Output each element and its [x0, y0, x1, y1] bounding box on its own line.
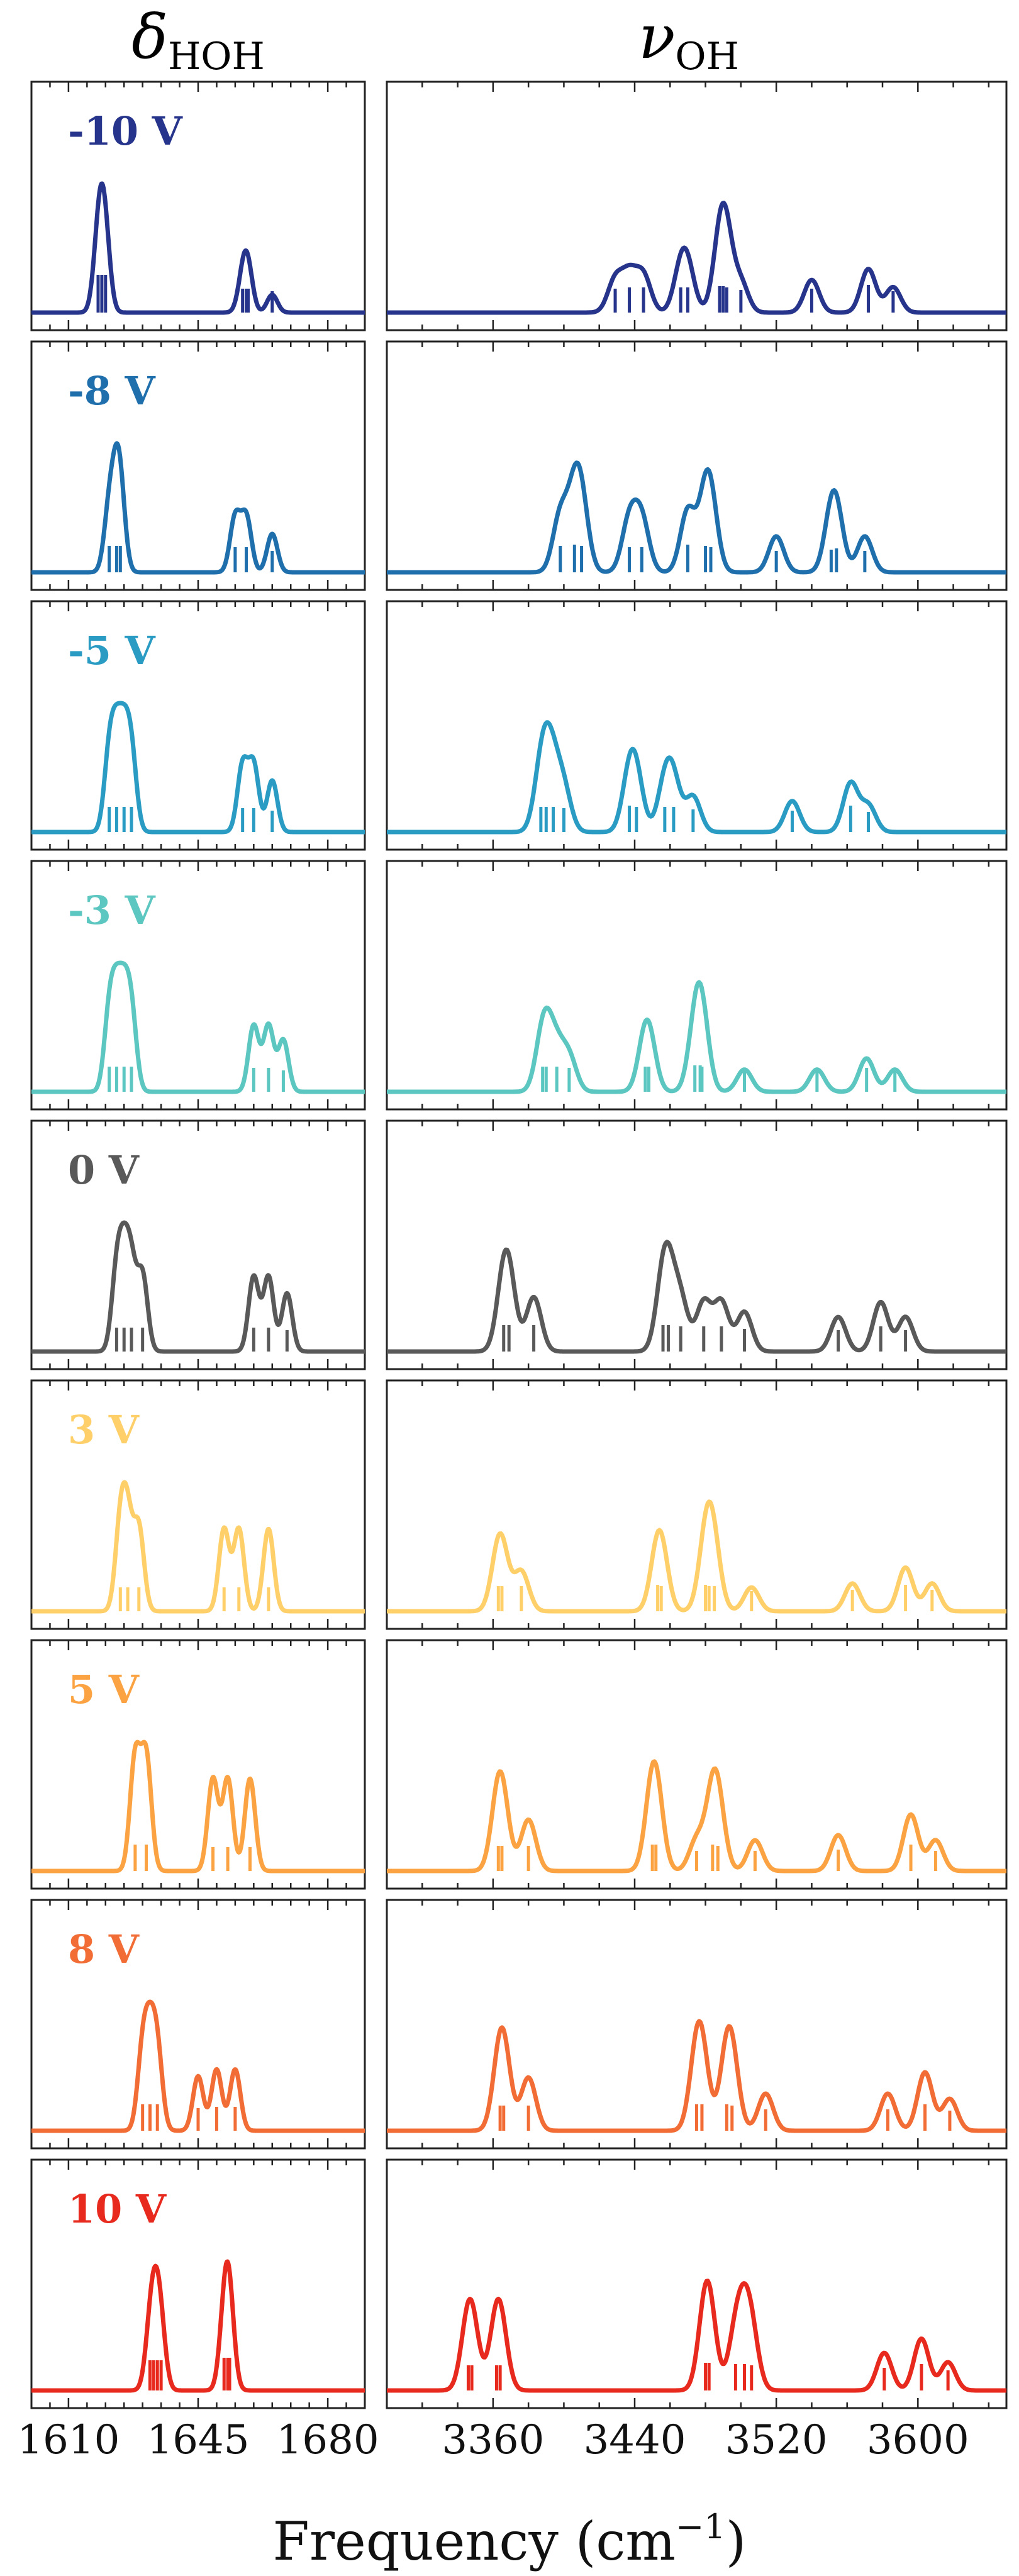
panel-frame — [386, 1119, 1008, 1370]
row-label: 3 V — [68, 1407, 140, 1453]
x-axis-label-exponent: −1 — [676, 2507, 726, 2546]
spectrum-line — [386, 980, 1008, 1094]
stretch-panel — [386, 340, 1008, 591]
panel-frame — [386, 860, 1008, 1111]
spectrum-line — [386, 720, 1008, 835]
row--8v: -8 V — [30, 340, 1008, 591]
panel-frame — [386, 1639, 1008, 1890]
x-tick-label: 1610 — [17, 2417, 120, 2463]
bend-panel — [30, 1899, 367, 2150]
row-10v: 10 V — [30, 2158, 1008, 2409]
spectrum-line — [386, 201, 1008, 315]
x-tick-labels: 1610 1645 1680 3360 3440 3520 3600 — [17, 2417, 969, 2463]
stretch-panel — [386, 1379, 1008, 1630]
row-label: 5 V — [68, 1667, 140, 1713]
spectrum-line — [30, 1480, 367, 1614]
stretch-panel — [386, 600, 1008, 851]
row-3v: 3 V — [30, 1379, 1008, 1630]
x-tick-label: 3520 — [725, 2417, 828, 2463]
row-8v: 8 V — [30, 1899, 1008, 2150]
stretch-panel — [386, 1639, 1008, 1890]
bend-panel — [30, 860, 367, 1111]
panel-frame — [386, 340, 1008, 591]
panel-frame — [386, 2158, 1008, 2409]
bend-panel — [30, 1379, 367, 1630]
spectrum-line — [30, 960, 367, 1094]
x-tick-label: 3600 — [867, 2417, 969, 2463]
stretch-title-subscript: OH — [675, 35, 739, 79]
row--10v: -10 V — [30, 80, 1008, 331]
row-label: 10 V — [68, 2186, 167, 2232]
panel-frame — [386, 1899, 1008, 2150]
bend-title-symbol: δ — [131, 2, 168, 72]
bend-title-subscript: HOH — [168, 35, 265, 79]
panel-frame — [386, 80, 1008, 331]
spectrum-line — [30, 181, 367, 315]
row-label: 0 V — [68, 1147, 140, 1193]
row-label: -8 V — [68, 368, 155, 414]
panel-frame — [386, 1379, 1008, 1630]
column-title-stretch: νOH — [638, 2, 739, 79]
panel-grid: -10 V -8 V -5 V -3 V 0 V 3 V 5 V 8 V 10 V — [30, 80, 1008, 2409]
spectrum-line — [386, 2279, 1008, 2393]
spectrum-line — [30, 441, 367, 575]
row-label: 8 V — [68, 1926, 140, 1972]
column-title-bend: δHOH — [131, 2, 265, 79]
row-label: -3 V — [68, 887, 155, 933]
spectrum-line — [386, 1499, 1008, 1614]
spectrum-line — [30, 2259, 367, 2393]
spectrum-line — [386, 1240, 1008, 1354]
spectrum-line — [30, 1999, 367, 2133]
bend-panel — [30, 600, 367, 851]
stretch-panel — [386, 860, 1008, 1111]
x-axis-label-close: ) — [726, 2511, 747, 2572]
spectrum-line — [386, 2019, 1008, 2133]
stretch-panel — [386, 1119, 1008, 1370]
stretch-panel — [386, 80, 1008, 331]
bend-panel — [30, 1639, 367, 1890]
row-label: -10 V — [68, 108, 183, 154]
x-axis-label-base: Frequency (cm — [273, 2511, 676, 2572]
panel-frame — [386, 600, 1008, 851]
spectrum-line — [386, 460, 1008, 575]
row--5v: -5 V — [30, 600, 1008, 851]
stretch-panel — [386, 2158, 1008, 2409]
spectrum-line — [386, 1759, 1008, 1874]
row-5v: 5 V — [30, 1639, 1008, 1890]
spectrum-line — [30, 701, 367, 835]
bend-panel — [30, 80, 367, 331]
x-tick-label: 3360 — [442, 2417, 544, 2463]
spectrum-line — [30, 1740, 367, 1874]
row-label: -5 V — [68, 628, 155, 674]
x-tick-label: 3440 — [584, 2417, 686, 2463]
bend-panel — [30, 2158, 367, 2409]
x-tick-label: 1645 — [147, 2417, 250, 2463]
bend-panel — [30, 1119, 367, 1370]
bend-panel — [30, 340, 367, 591]
spectrum-line — [30, 1220, 367, 1354]
row--3v: -3 V — [30, 860, 1008, 1111]
row-0v: 0 V — [30, 1119, 1008, 1370]
stretch-title-symbol: ν — [638, 2, 675, 72]
x-tick-label: 1680 — [277, 2417, 379, 2463]
stretch-panel — [386, 1899, 1008, 2150]
x-axis-label: Frequency (cm−1) — [273, 2507, 747, 2572]
